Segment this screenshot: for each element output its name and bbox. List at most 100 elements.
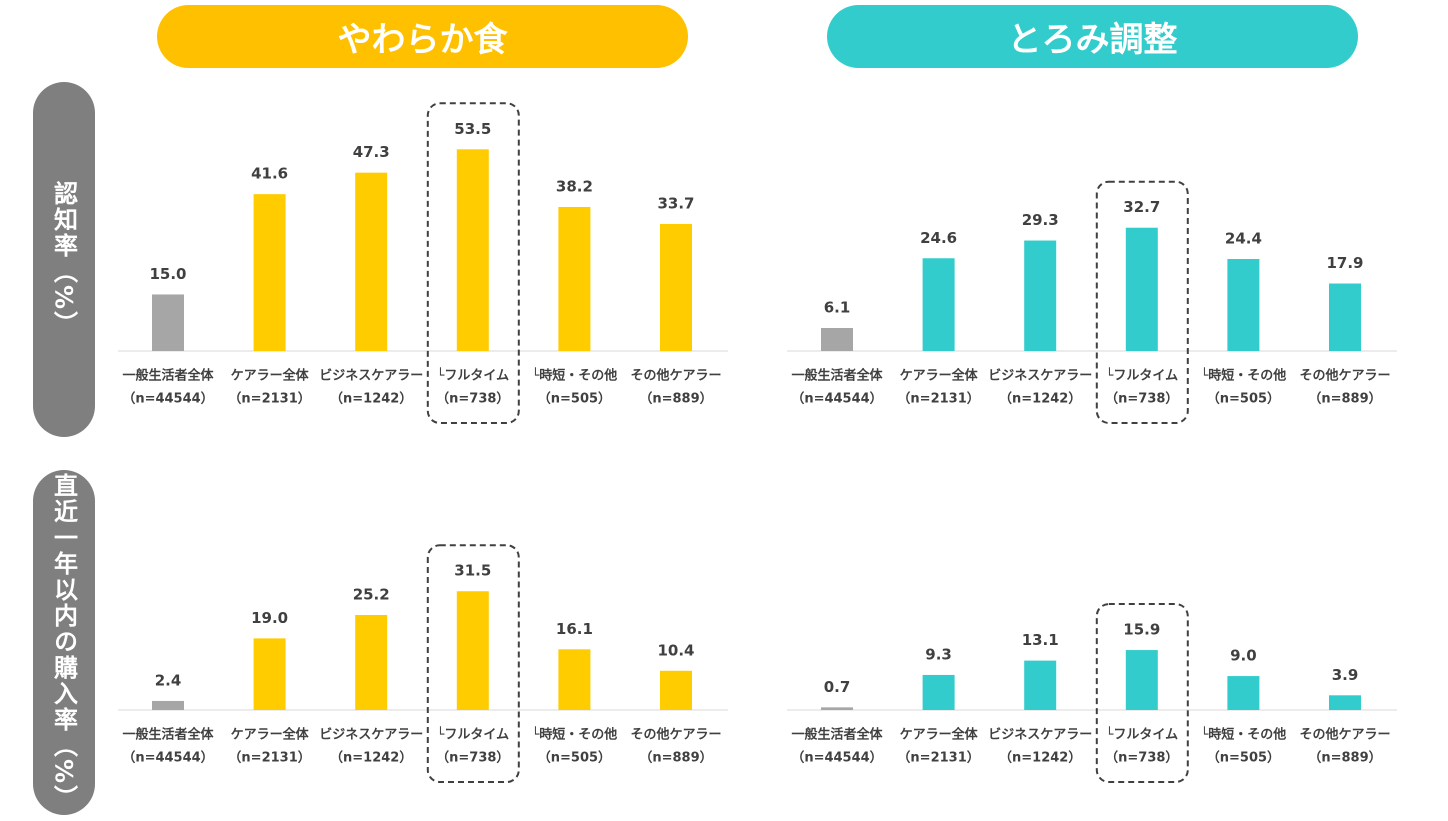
sample-size: （n=889） — [1308, 391, 1381, 407]
bar — [152, 294, 184, 351]
bar — [1125, 650, 1158, 710]
x-tick-label: 一般生活者全体 — [791, 368, 883, 384]
highlight-box — [1095, 180, 1189, 424]
bar — [1329, 283, 1361, 351]
value-label: 25.2 — [353, 585, 390, 603]
value-label: 10.4 — [657, 641, 694, 659]
bar — [355, 172, 388, 351]
sample-size: （n=2131） — [228, 391, 310, 407]
bar — [660, 670, 692, 710]
sample-size: （n=2131） — [897, 750, 979, 766]
value-label: 19.0 — [251, 609, 288, 627]
sample-size: （n=44544） — [122, 750, 213, 766]
x-tick-label: └時短・その他 — [1200, 726, 1286, 743]
sample-size: （n=2131） — [897, 391, 979, 407]
value-label: 9.0 — [1230, 647, 1257, 665]
value-label: 17.9 — [1326, 254, 1363, 272]
sample-size: （n=889） — [639, 391, 712, 407]
x-tick-label: 一般生活者全体 — [122, 727, 214, 743]
x-tick-label: └時短・その他 — [531, 726, 617, 743]
sample-size: （n=505） — [1207, 391, 1280, 407]
value-label: 41.6 — [251, 165, 288, 183]
sample-size: （n=738） — [1105, 750, 1178, 766]
bar — [1329, 695, 1361, 710]
sample-size: （n=505） — [538, 391, 611, 407]
x-tick-label: ビジネスケアラー — [988, 368, 1092, 384]
column-title: やわらか食 — [157, 5, 688, 68]
x-tick-label: ケアラー全体 — [900, 368, 979, 384]
value-label: 9.3 — [925, 645, 952, 663]
bar — [660, 223, 692, 351]
x-tick-label: その他ケアラー — [630, 727, 721, 743]
value-label: 2.4 — [155, 671, 182, 689]
row-title: 認知率（%） — [33, 82, 95, 437]
value-label: 24.6 — [920, 229, 957, 247]
sample-size: （n=1242） — [999, 391, 1081, 407]
bar — [253, 194, 286, 351]
x-tick-label: ビジネスケアラー — [988, 727, 1092, 743]
x-tick-label: ケアラー全体 — [900, 727, 979, 743]
value-label: 33.7 — [657, 194, 694, 212]
value-label: 32.7 — [1123, 198, 1160, 216]
x-tick-label: その他ケアラー — [1299, 727, 1390, 743]
value-label: 15.0 — [149, 265, 186, 283]
bar — [1227, 259, 1260, 351]
sample-size: （n=2131） — [228, 750, 310, 766]
x-tick-label: ケアラー全体 — [231, 368, 310, 384]
x-tick-label: └時短・その他 — [1200, 367, 1286, 384]
bar — [1125, 227, 1158, 351]
x-tick-label: └フルタイム — [437, 726, 510, 743]
value-label: 31.5 — [454, 562, 491, 580]
sample-size: （n=44544） — [791, 391, 882, 407]
bar — [456, 591, 489, 710]
sample-size: （n=505） — [538, 750, 611, 766]
sample-size: （n=1242） — [330, 750, 412, 766]
bar — [253, 638, 286, 710]
x-tick-label: └時短・その他 — [531, 367, 617, 384]
sample-size: （n=1242） — [330, 391, 412, 407]
x-tick-label: └フルタイム — [1106, 367, 1179, 384]
bar — [1024, 660, 1057, 710]
sample-size: （n=1242） — [999, 750, 1081, 766]
x-tick-label: 一般生活者全体 — [791, 727, 883, 743]
bar — [558, 649, 591, 710]
bar — [922, 258, 955, 351]
sample-size: （n=44544） — [791, 750, 882, 766]
bar — [922, 674, 955, 710]
sample-size: （n=738） — [436, 750, 509, 766]
value-label: 53.5 — [454, 120, 491, 138]
highlight-box — [426, 544, 520, 783]
x-tick-label: 一般生活者全体 — [122, 368, 214, 384]
x-tick-label: ビジネスケアラー — [319, 727, 423, 743]
bar — [821, 328, 853, 351]
value-label: 3.9 — [1332, 666, 1359, 684]
value-label: 0.7 — [824, 678, 851, 696]
highlight-box — [426, 102, 520, 425]
sample-size: （n=889） — [1308, 750, 1381, 766]
x-tick-label: ケアラー全体 — [231, 727, 310, 743]
value-label: 29.3 — [1022, 211, 1059, 229]
value-label: 38.2 — [556, 177, 593, 195]
bar — [558, 206, 591, 351]
sample-size: （n=738） — [436, 391, 509, 407]
sample-size: （n=738） — [1105, 391, 1178, 407]
column-title: とろみ調整 — [827, 5, 1358, 68]
bar — [355, 614, 388, 710]
highlight-box — [1095, 603, 1189, 783]
x-tick-label: ビジネスケアラー — [319, 368, 423, 384]
value-label: 16.1 — [556, 620, 593, 638]
sample-size: （n=44544） — [122, 391, 213, 407]
value-label: 24.4 — [1225, 230, 1262, 248]
x-tick-label: その他ケアラー — [1299, 368, 1390, 384]
bar — [456, 149, 489, 351]
bar — [821, 707, 853, 710]
bar — [1227, 676, 1260, 710]
x-tick-label: └フルタイム — [437, 367, 510, 384]
bar — [152, 700, 184, 710]
row-title: 直近一年以内の購入率（%） — [33, 470, 95, 815]
sample-size: （n=505） — [1207, 750, 1280, 766]
bar — [1024, 240, 1057, 351]
value-label: 6.1 — [824, 299, 851, 317]
value-label: 13.1 — [1022, 631, 1059, 649]
